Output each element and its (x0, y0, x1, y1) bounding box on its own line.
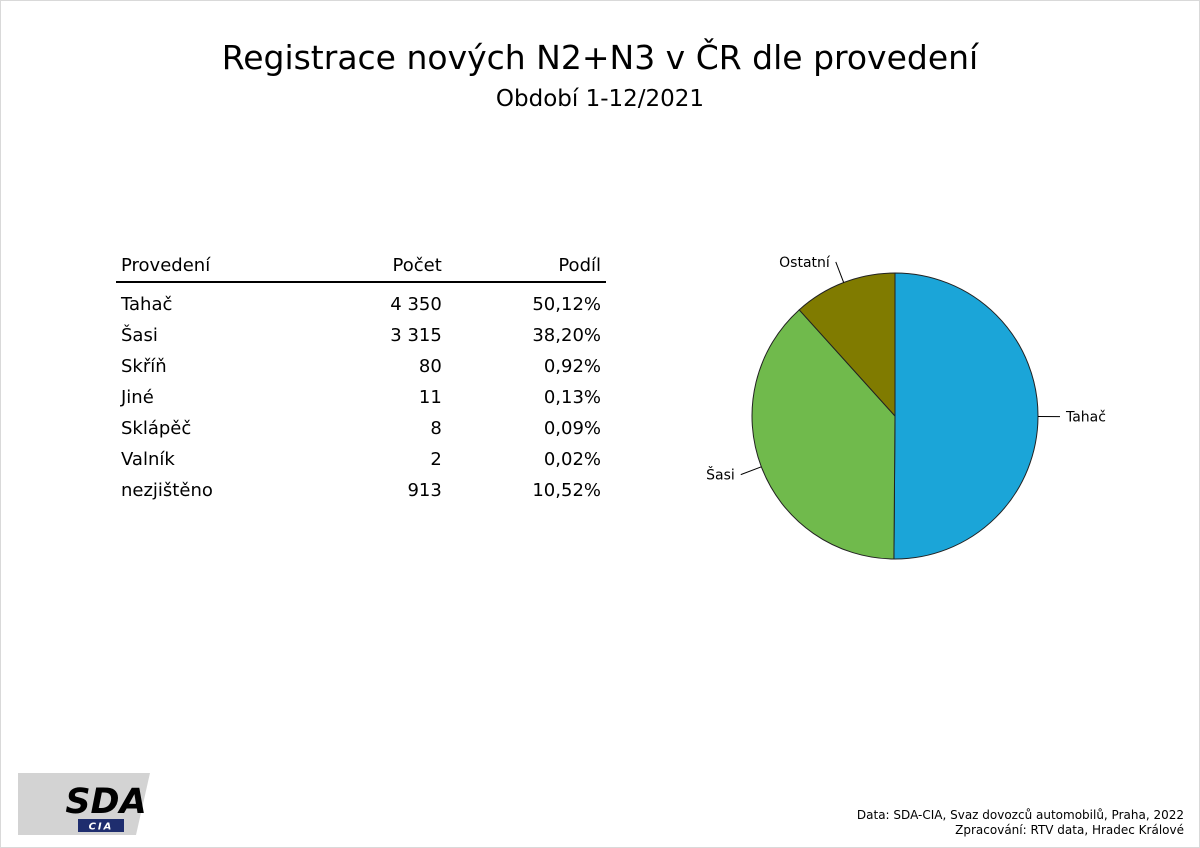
row-share: 0,09% (543, 417, 601, 439)
pie-label-2: Ostatní (779, 255, 831, 271)
chart-title: Registrace nových N2+N3 v ČR dle provede… (221, 38, 979, 77)
table-row: Šasi 3 315 38,20% (116, 318, 606, 349)
row-count: 8 (430, 417, 442, 439)
data-table: Provedení Počet Podíl Tahač 4 350 50,12%… (116, 251, 606, 504)
pie-chart: Tahač Šasi Ostatní (706, 255, 1106, 560)
row-name: Skříň (121, 355, 167, 377)
table-row: Jiné 11 0,13% (116, 380, 606, 411)
row-share: 10,52% (532, 479, 601, 501)
pie-slice-2 (798, 272, 896, 418)
table-row: Skříň 80 0,92% (116, 349, 606, 380)
header-podil: Podíl (446, 251, 606, 283)
chart-subtitle: Období 1-12/2021 (495, 86, 705, 112)
logo-sub-text: CIA (89, 822, 114, 833)
row-share: 50,12% (532, 293, 601, 315)
row-count: 913 (407, 479, 442, 501)
row-count: 80 (418, 355, 442, 377)
pie-label-0: Tahač (1065, 410, 1106, 426)
table-row: Valník 2 0,02% (116, 442, 606, 473)
pie-leader-line-1 (740, 466, 762, 476)
row-name: Tahač (121, 293, 173, 315)
logo-bar (78, 819, 124, 832)
row-name: Valník (121, 448, 175, 470)
row-share: 0,92% (543, 355, 601, 377)
row-name: Sklápěč (121, 417, 192, 439)
row-share: 0,13% (543, 386, 601, 408)
row-name: Jiné (121, 386, 154, 408)
header-provedeni: Provedení (116, 251, 323, 283)
table-row: Sklápěč 8 0,09% (116, 411, 606, 442)
footer: Data: SDA-CIA, Svaz dovozců automobilů, … (857, 808, 1184, 838)
row-count: 4 350 (390, 293, 442, 315)
pie-leader-line-2 (835, 261, 845, 283)
row-name: Šasi (121, 324, 158, 346)
footer-source: Data: SDA-CIA, Svaz dovozců automobilů, … (856, 808, 1184, 822)
pie-slice-1 (751, 309, 896, 560)
table-row: nezjištěno 913 10,52% (116, 473, 606, 504)
logo-main-text: SDA (65, 782, 146, 822)
row-count: 2 (430, 448, 442, 470)
row-name: nezjištěno (121, 479, 213, 501)
table-row: Tahač 4 350 50,12% (116, 282, 606, 318)
header-pocet: Počet (322, 251, 447, 283)
row-share: 0,02% (543, 448, 601, 470)
pie-label-1: Šasi (706, 466, 735, 484)
sda-cia-logo: SDA CIA (18, 773, 150, 835)
row-count: 11 (418, 386, 442, 408)
table-header-row: Provedení Počet Podíl (116, 251, 606, 283)
footer-processing: Zpracování: RTV data, Hradec Králové (955, 823, 1184, 837)
pie-slice-0 (893, 272, 1039, 560)
row-count: 3 315 (390, 324, 442, 346)
row-share: 38,20% (532, 324, 601, 346)
